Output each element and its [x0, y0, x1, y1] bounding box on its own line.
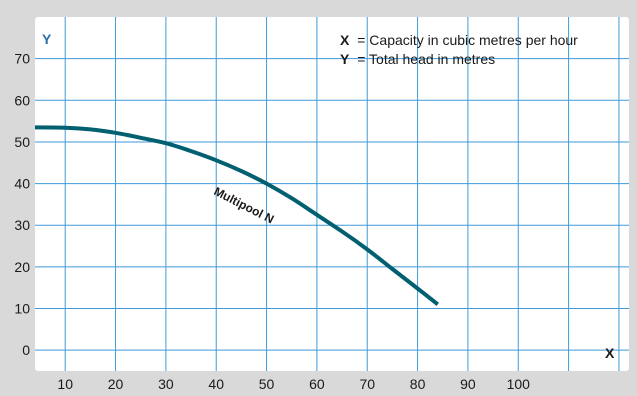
- x-tick-label: 80: [410, 376, 426, 392]
- legend-y-entry: Y = Total head in metres: [340, 51, 495, 67]
- legend-y-text: = Total head in metres: [357, 51, 495, 67]
- legend: X = Capacity in cubic metres per hour Y …: [340, 32, 578, 67]
- legend-y-key: Y: [340, 51, 350, 67]
- x-tick-label: 60: [309, 376, 325, 392]
- legend-x-key: X: [340, 32, 350, 48]
- series-line-multipool-n: [34, 125, 439, 306]
- legend-x-text: = Capacity in cubic metres per hour: [357, 32, 578, 48]
- x-tick-label: 100: [507, 376, 531, 392]
- x-tick-label: 10: [57, 376, 73, 392]
- x-tick-label: 30: [158, 376, 174, 392]
- y-tick-label: 10: [14, 301, 30, 317]
- legend-x-entry: X = Capacity in cubic metres per hour: [340, 32, 578, 48]
- y-tick-label: 60: [14, 92, 30, 108]
- y-tick-label: 70: [14, 51, 30, 67]
- y-tick-label: 20: [14, 259, 30, 275]
- y-tick-label: 40: [14, 176, 30, 192]
- grid: [35, 17, 629, 371]
- curve-layer: [34, 125, 439, 306]
- y-tick-label: 30: [14, 217, 30, 233]
- x-tick-label: 50: [259, 376, 275, 392]
- x-tick-label: 40: [208, 376, 224, 392]
- y-axis-ticks: 0 10 20 30 40 50 60 70: [14, 51, 30, 359]
- y-axis-label: Y: [42, 31, 52, 47]
- x-tick-label: 20: [108, 376, 124, 392]
- x-axis-label: X: [605, 345, 615, 361]
- x-tick-label: 90: [460, 376, 476, 392]
- x-tick-label: 70: [359, 376, 375, 392]
- plot-background: [35, 17, 629, 371]
- y-tick-label: 50: [14, 134, 30, 150]
- y-tick-label: 0: [22, 342, 30, 358]
- x-axis-ticks: 10 20 30 40 50 60 70 80 90 100: [57, 376, 530, 392]
